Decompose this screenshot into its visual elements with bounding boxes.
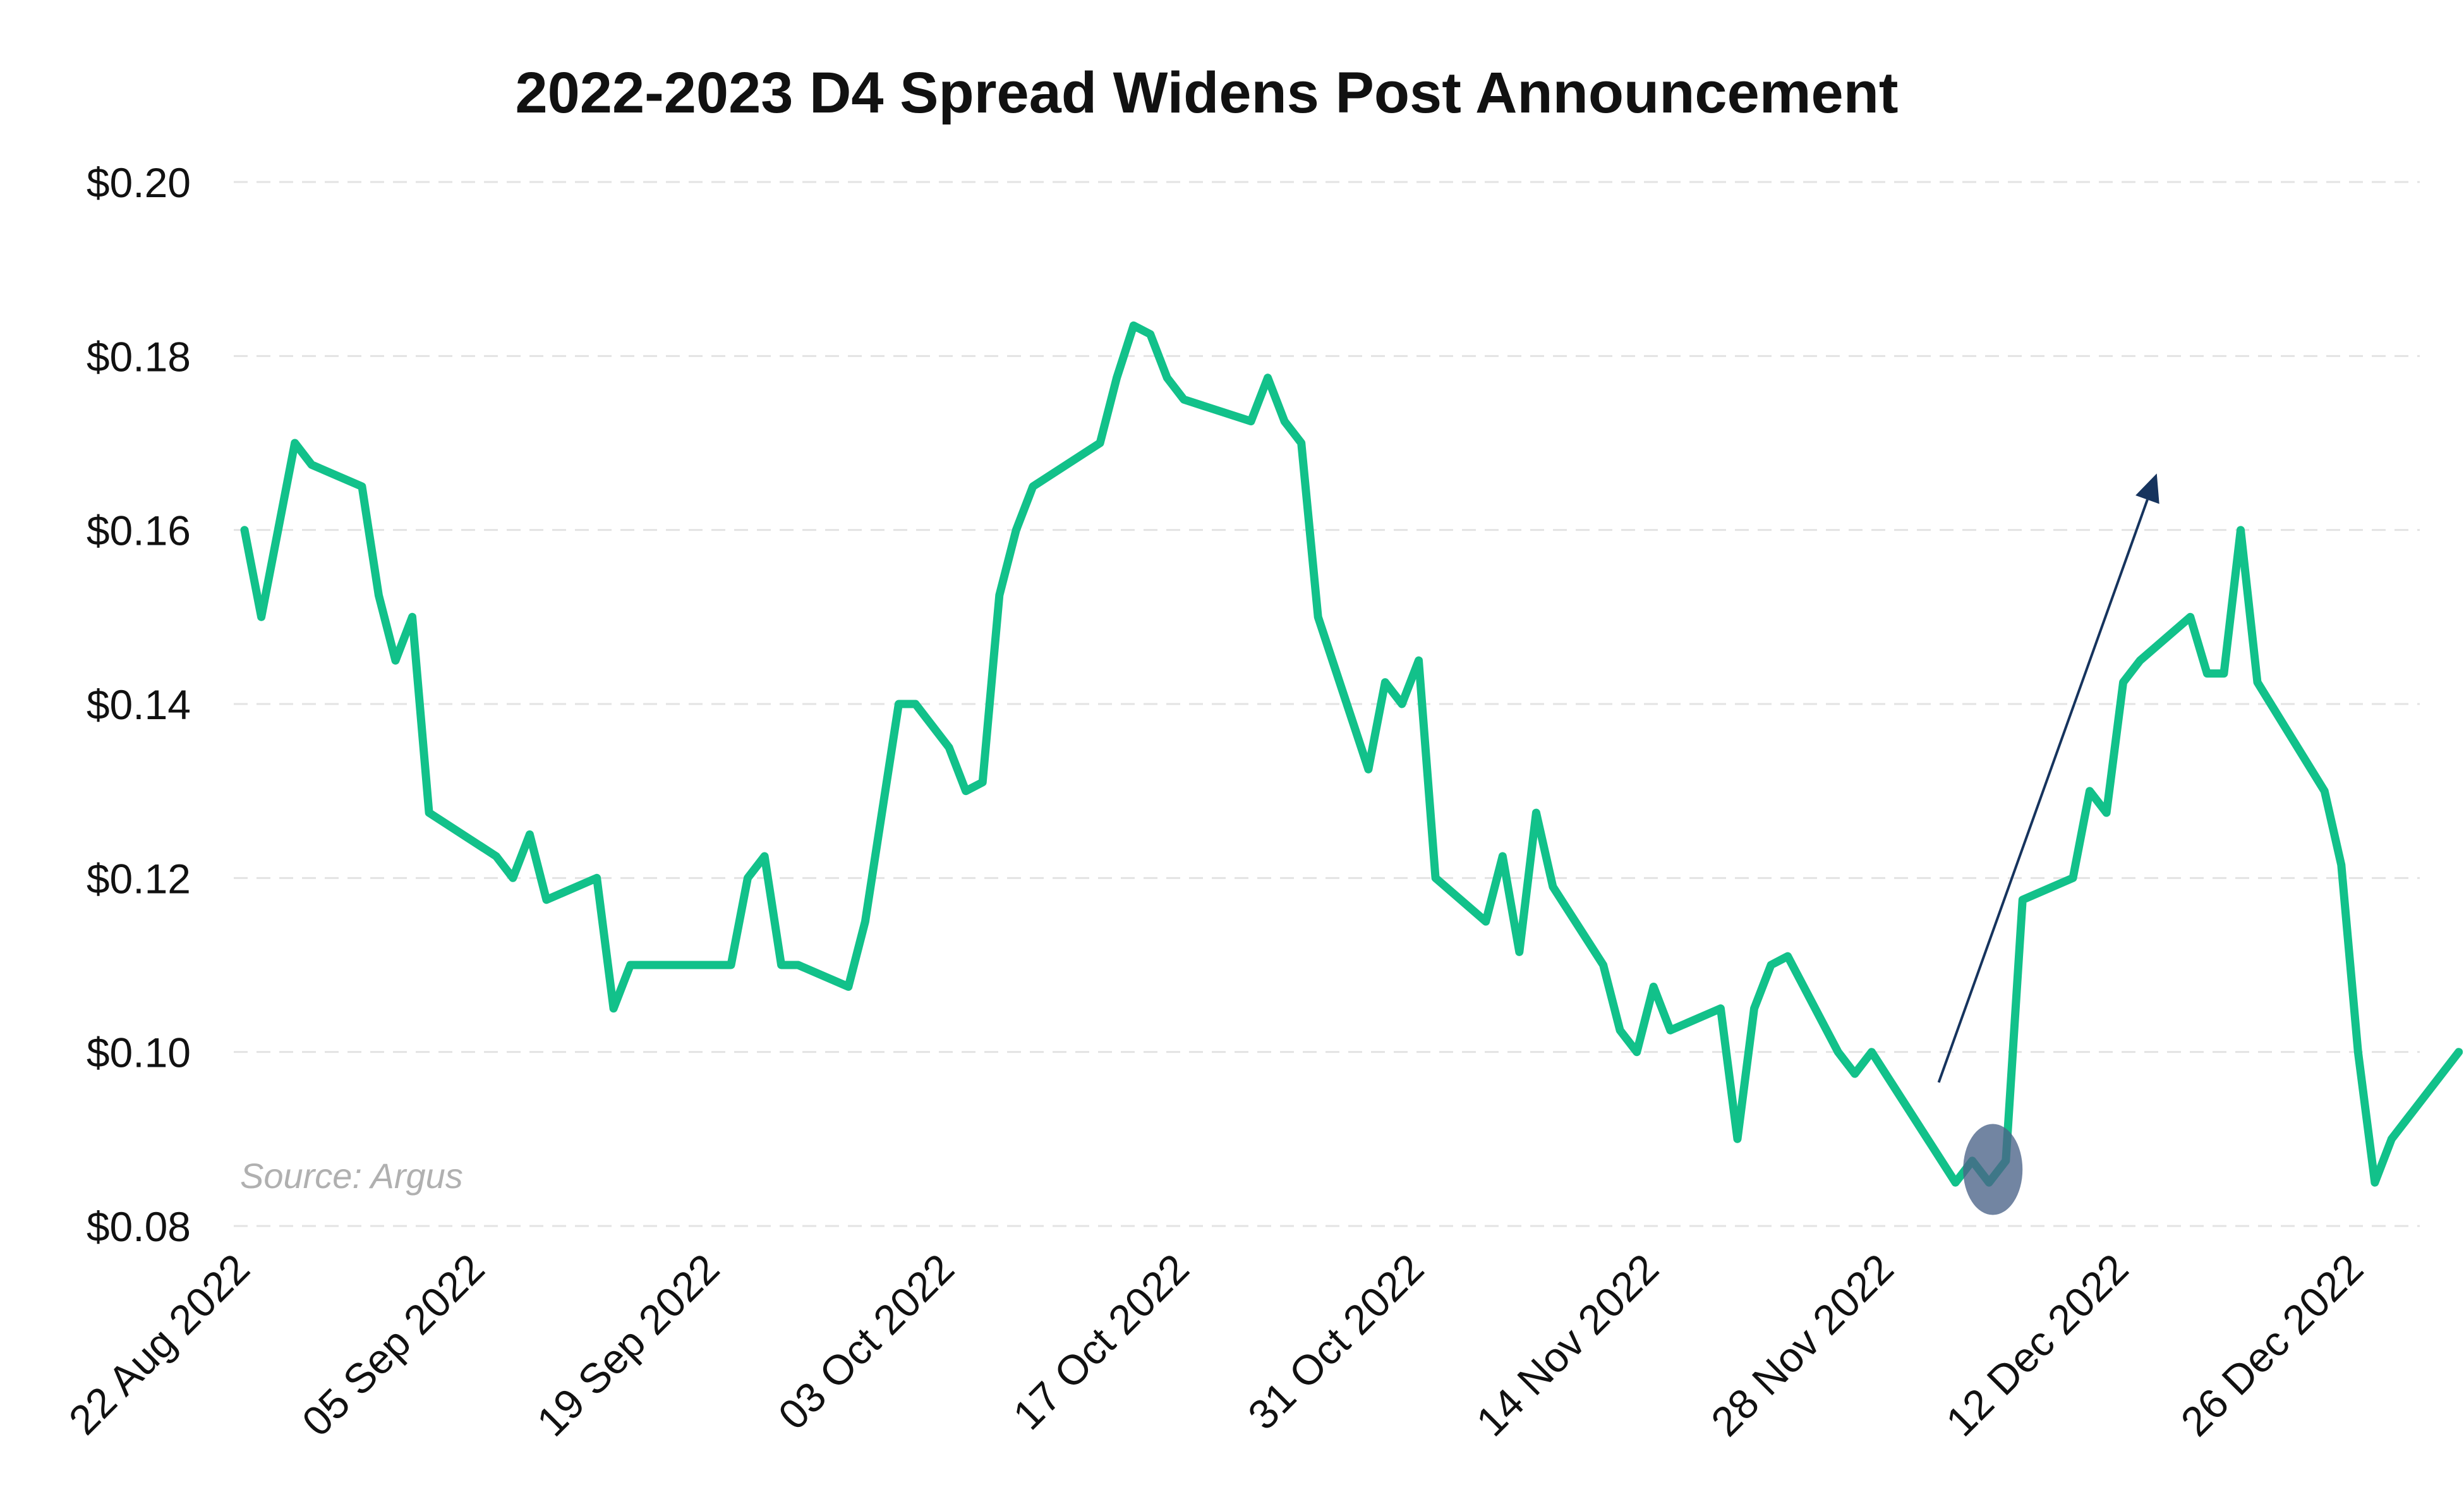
series-layer — [240, 321, 2463, 1187]
x-tick-label: 05 Sep 2022 — [293, 1245, 493, 1445]
x-tick-label: 17 Oct 2022 — [1004, 1245, 1198, 1439]
y-tick-label: $0.10 — [87, 1029, 191, 1076]
y-tick-label: $0.16 — [87, 507, 191, 554]
y-tick-label: $0.20 — [87, 159, 191, 206]
x-tick-label: 26 Dec 2022 — [2171, 1245, 2372, 1445]
x-tick-label: 31 Oct 2022 — [1239, 1245, 1433, 1439]
x-tick-label: 22 Aug 2022 — [59, 1245, 258, 1443]
y-axis: $0.20 $0.18 $0.16 $0.14 $0.12 $0.10 $0.08 — [87, 159, 191, 1250]
y-tick-label: $0.08 — [87, 1203, 191, 1250]
x-tick-label: 14 Nov 2022 — [1467, 1245, 1667, 1445]
x-tick-label: 12 Dec 2022 — [1937, 1245, 2137, 1445]
highlight-marker — [1963, 1124, 2023, 1215]
y-tick-label: $0.14 — [87, 681, 191, 728]
annotations — [1937, 473, 2159, 1215]
y-tick-label: $0.18 — [87, 333, 191, 380]
source-note: Source: Argus — [240, 1156, 463, 1196]
annotation-arrow-head — [2135, 473, 2159, 504]
x-axis: 22 Aug 2022 05 Sep 2022 19 Sep 2022 03 Oct … — [59, 1245, 2372, 1445]
x-tick-label: 19 Sep 2022 — [528, 1245, 728, 1445]
annotation-arrow-shaft — [1937, 499, 2149, 1083]
series-line-0 — [240, 321, 2463, 1187]
x-tick-label: 28 Nov 2022 — [1702, 1245, 1902, 1445]
x-tick-label: 03 Oct 2022 — [769, 1245, 963, 1439]
chart-title: 2022-2023 D4 Spread Widens Post Announce… — [515, 61, 1898, 125]
y-tick-label: $0.12 — [87, 855, 191, 902]
gridlines — [234, 181, 2420, 1227]
